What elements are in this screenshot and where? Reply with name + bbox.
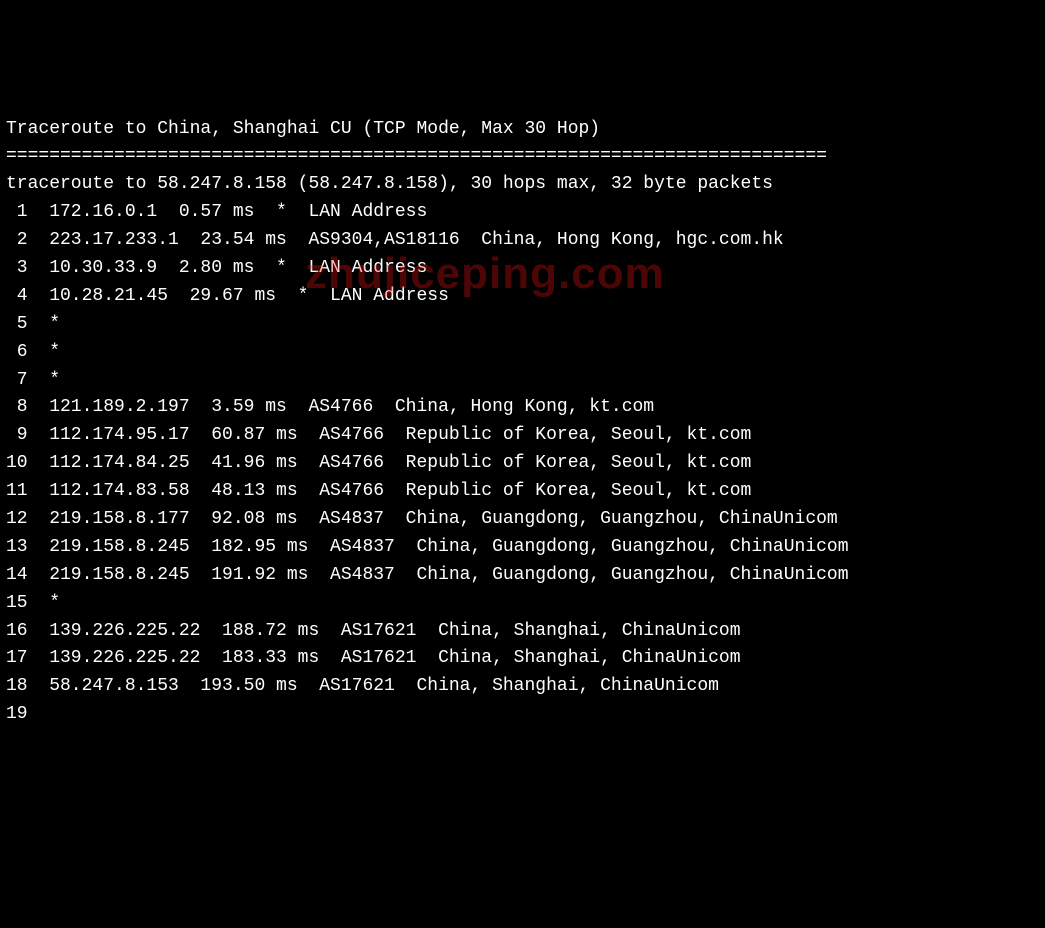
title-line: Traceroute to China, Shanghai CU (TCP Mo… (6, 116, 1039, 144)
hop-row: 15 * (6, 590, 1039, 618)
hop-row: 6 * (6, 339, 1039, 367)
hop-row: 18 58.247.8.153 193.50 ms AS17621 China,… (6, 673, 1039, 701)
separator-line: ========================================… (6, 143, 1039, 171)
hop-row: 17 139.226.225.22 183.33 ms AS17621 Chin… (6, 645, 1039, 673)
hop-row: 2 223.17.233.1 23.54 ms AS9304,AS18116 C… (6, 227, 1039, 255)
hop-row: 5 * (6, 311, 1039, 339)
hop-row: 9 112.174.95.17 60.87 ms AS4766 Republic… (6, 422, 1039, 450)
hop-row: 11 112.174.83.58 48.13 ms AS4766 Republi… (6, 478, 1039, 506)
hop-row: 16 139.226.225.22 188.72 ms AS17621 Chin… (6, 618, 1039, 646)
hop-row: 4 10.28.21.45 29.67 ms * LAN Address (6, 283, 1039, 311)
hop-row: 19 (6, 701, 1039, 729)
hop-row: 10 112.174.84.25 41.96 ms AS4766 Republi… (6, 450, 1039, 478)
hop-row: 3 10.30.33.9 2.80 ms * LAN Address (6, 255, 1039, 283)
hop-row: 8 121.189.2.197 3.59 ms AS4766 China, Ho… (6, 394, 1039, 422)
command-line: traceroute to 58.247.8.158 (58.247.8.158… (6, 171, 1039, 199)
hop-row: 14 219.158.8.245 191.92 ms AS4837 China,… (6, 562, 1039, 590)
hop-row: 1 172.16.0.1 0.57 ms * LAN Address (6, 199, 1039, 227)
hop-row: 7 * (6, 367, 1039, 395)
hops-container: 1 172.16.0.1 0.57 ms * LAN Address 2 223… (6, 199, 1039, 729)
hop-row: 13 219.158.8.245 182.95 ms AS4837 China,… (6, 534, 1039, 562)
hop-row: 12 219.158.8.177 92.08 ms AS4837 China, … (6, 506, 1039, 534)
